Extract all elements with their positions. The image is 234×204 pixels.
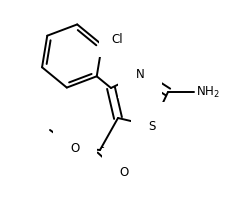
Text: N: N (136, 68, 144, 81)
Text: S: S (148, 120, 156, 133)
Text: O: O (119, 165, 129, 178)
Text: NH$_2$: NH$_2$ (196, 84, 220, 100)
Text: Cl: Cl (111, 33, 123, 45)
Text: O: O (70, 142, 80, 154)
